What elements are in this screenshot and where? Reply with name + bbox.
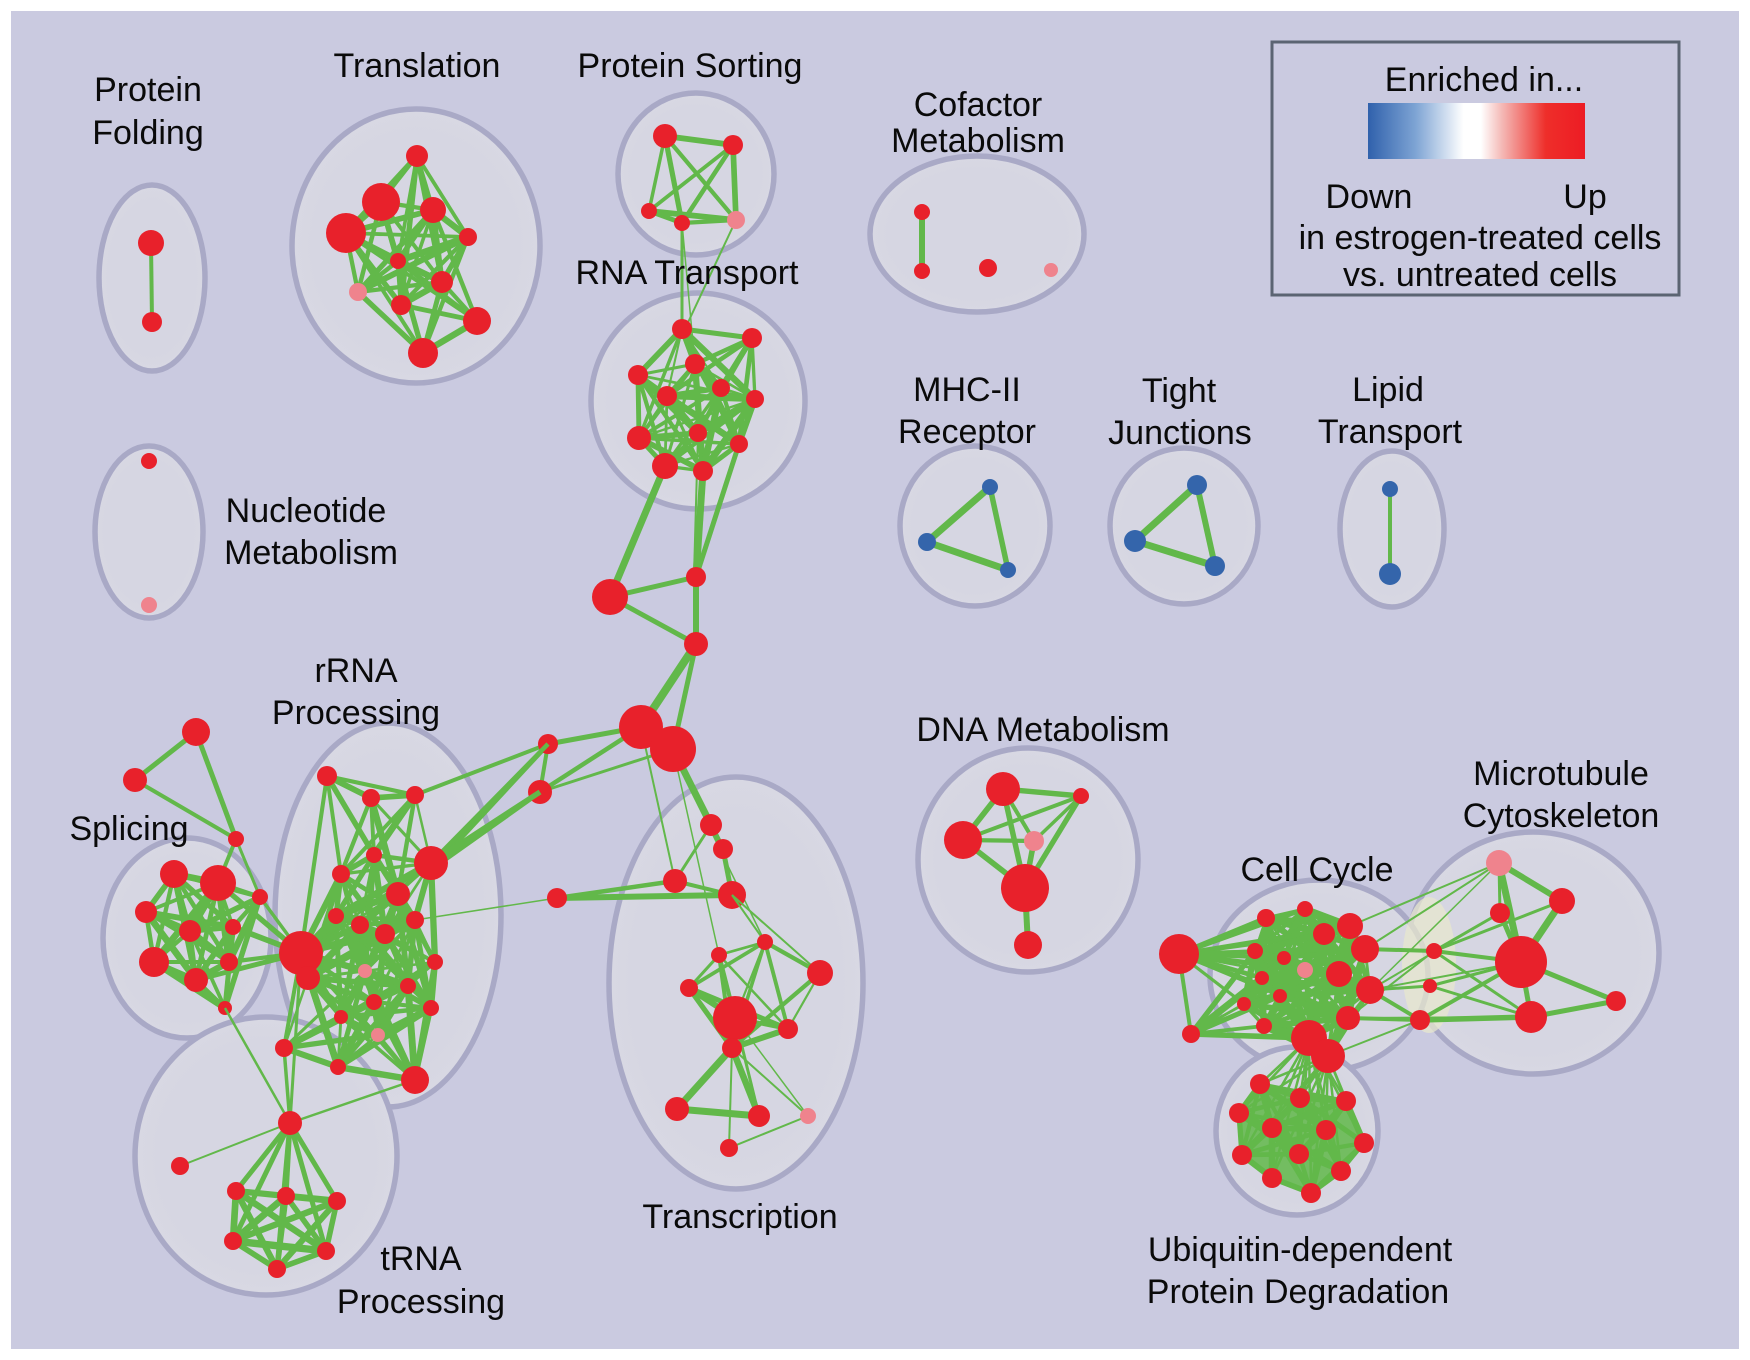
svg-text:Ubiquitin-dependent: Ubiquitin-dependent [1148,1231,1453,1269]
svg-text:Cell Cycle: Cell Cycle [1240,851,1393,889]
svg-text:Microtubule: Microtubule [1473,755,1649,793]
svg-text:in estrogen-treated cells: in estrogen-treated cells [1299,219,1662,257]
svg-text:Protein: Protein [94,71,202,109]
svg-text:Lipid: Lipid [1352,371,1424,409]
svg-text:rRNA: rRNA [314,652,397,690]
svg-text:Folding: Folding [92,114,204,152]
svg-text:Translation: Translation [334,47,501,85]
svg-text:Transport: Transport [1318,413,1463,451]
svg-text:Metabolism: Metabolism [891,122,1065,160]
svg-text:Splicing: Splicing [69,810,188,848]
svg-text:Up: Up [1563,178,1606,216]
svg-text:vs. untreated cells: vs. untreated cells [1343,256,1617,294]
svg-text:Receptor: Receptor [898,413,1036,451]
svg-text:Junctions: Junctions [1108,414,1252,452]
svg-text:Cytoskeleton: Cytoskeleton [1463,797,1660,835]
svg-text:Protein Sorting: Protein Sorting [578,47,803,85]
svg-text:tRNA: tRNA [380,1240,462,1278]
svg-text:Cofactor: Cofactor [914,86,1043,124]
svg-text:Processing: Processing [337,1283,505,1321]
svg-text:RNA Transport: RNA Transport [576,254,800,292]
svg-text:Down: Down [1326,178,1413,216]
svg-text:Protein Degradation: Protein Degradation [1147,1273,1449,1311]
svg-text:Processing: Processing [272,694,440,732]
svg-text:Enriched in...: Enriched in... [1385,61,1583,99]
svg-text:Nucleotide: Nucleotide [226,492,387,530]
svg-text:Transcription: Transcription [642,1198,837,1236]
svg-text:Metabolism: Metabolism [224,534,398,572]
svg-text:MHC-II: MHC-II [913,371,1021,409]
svg-text:Tight: Tight [1142,372,1217,410]
svg-text:DNA Metabolism: DNA Metabolism [916,711,1169,749]
